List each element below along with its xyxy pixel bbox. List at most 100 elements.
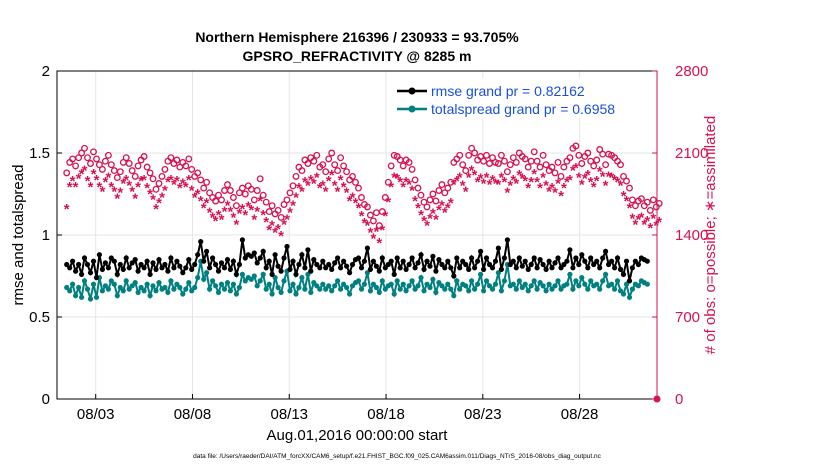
totalspread-point (90, 281, 97, 287)
rmse-point (516, 255, 522, 261)
totalspread-point (326, 283, 332, 289)
totalspread-point (132, 280, 138, 286)
obs-possible-point (533, 157, 541, 165)
obs-assimilated-point: * (433, 212, 439, 229)
totalspread-point (567, 271, 573, 277)
totalspread-point (463, 283, 469, 289)
rmse-point (120, 266, 126, 272)
obs-possible-point (355, 184, 362, 192)
totalspread-point (481, 288, 487, 294)
obs-assimilated-point: * (558, 188, 564, 205)
totalspread-point (141, 288, 147, 294)
obs-possible-point (557, 172, 565, 180)
obs-assimilated-point: * (320, 178, 326, 195)
totalspread-point (293, 291, 299, 297)
obs-assimilated-point: * (621, 188, 627, 205)
obs-possible-point (539, 151, 547, 159)
rmse-point (421, 266, 427, 272)
rmse-point (519, 263, 525, 269)
left-axis-ticks: 0 0.5 1 1.5 2 (29, 63, 62, 408)
totalspread-point (355, 278, 362, 284)
obs-possible-point (378, 208, 386, 216)
obs-possible-point (292, 172, 300, 180)
rmse-point (373, 263, 379, 269)
rmse-point (629, 265, 636, 271)
obs-assimilated-point: * (388, 179, 394, 196)
totalspread-point (114, 293, 120, 299)
totalspread-point (394, 278, 400, 284)
obs-possible-point (313, 151, 321, 159)
obs-possible-point (631, 202, 639, 210)
obs-assimilated-point: * (239, 201, 245, 218)
obs-assimilated-point: * (153, 201, 159, 218)
obs-assimilated-point: * (183, 179, 189, 196)
obs-assimilated-point: * (296, 180, 302, 197)
obs-possible-point (325, 155, 333, 163)
obs-assimilated-point: * (403, 174, 409, 191)
totalspread-point (195, 275, 201, 281)
obs-assimilated-point: * (94, 172, 100, 189)
totalspread-point (531, 278, 537, 284)
rmse-point (510, 258, 516, 264)
totalspread-point (614, 278, 621, 284)
rmse-point (406, 261, 412, 268)
rmse-point (129, 260, 135, 266)
obs-possible-point (319, 161, 327, 169)
totalspread-point (314, 283, 320, 289)
obs-assimilated-point: * (650, 210, 656, 227)
totalspread-point (594, 281, 600, 287)
totalspread-point (585, 286, 591, 292)
obs-possible-point (265, 208, 273, 216)
legend-box (393, 78, 653, 118)
obs-possible-point (602, 161, 610, 169)
obs-assimilated-point: * (469, 162, 475, 179)
obs-assimilated-point: * (629, 210, 635, 227)
rmse-point (626, 278, 633, 284)
obs-possible-point (146, 169, 154, 177)
obs-assimilated-point: * (64, 201, 70, 218)
obs-possible-point (542, 161, 550, 169)
obs-assimilated-point: * (373, 223, 379, 240)
obs-possible-point (259, 191, 267, 199)
obs-possible-point (548, 163, 556, 171)
obs-possible-point (101, 157, 109, 165)
totalspread-point (224, 280, 231, 286)
obs-possible-point (310, 157, 318, 165)
rmse-point (537, 257, 543, 263)
rmse-point (153, 266, 159, 272)
totalspread-point (341, 281, 347, 287)
totalspread-point (612, 286, 618, 292)
rmse-point (448, 265, 454, 271)
rmse-point (165, 268, 171, 274)
obs-possible-point (286, 189, 294, 197)
obs-assimilated-point: * (424, 218, 430, 235)
totalspread-point (516, 278, 522, 284)
obs-assimilated-point: * (522, 173, 528, 190)
rmse-point (644, 258, 650, 264)
obs-assimilated-point: * (278, 228, 284, 245)
rmse-point (486, 261, 493, 268)
totalspread-point (409, 278, 415, 284)
totalspread-point (335, 278, 341, 284)
obs-assimilated-point: * (576, 169, 582, 186)
totalspread-point (522, 281, 528, 287)
rmse-point (522, 258, 528, 264)
rmse-point (174, 258, 180, 264)
legend-rmse-marker (408, 87, 416, 95)
totalspread-point (573, 278, 579, 284)
obs-possible-point (366, 211, 374, 219)
totalspread-point (347, 291, 353, 297)
rmse-point (579, 252, 585, 258)
obs-assimilated-point: * (597, 164, 603, 181)
obs-possible-point (423, 203, 431, 211)
totalspread-point (70, 281, 76, 287)
rmse-point (123, 255, 129, 261)
totalspread-point (588, 278, 594, 284)
rmse-point (451, 273, 457, 279)
rmse-point (632, 258, 639, 264)
obs-possible-point (590, 162, 598, 170)
obs-assimilated-point: * (543, 178, 549, 195)
totalspread-point (379, 278, 385, 284)
obs-possible-point (566, 154, 574, 162)
obs-possible-point (84, 154, 91, 162)
